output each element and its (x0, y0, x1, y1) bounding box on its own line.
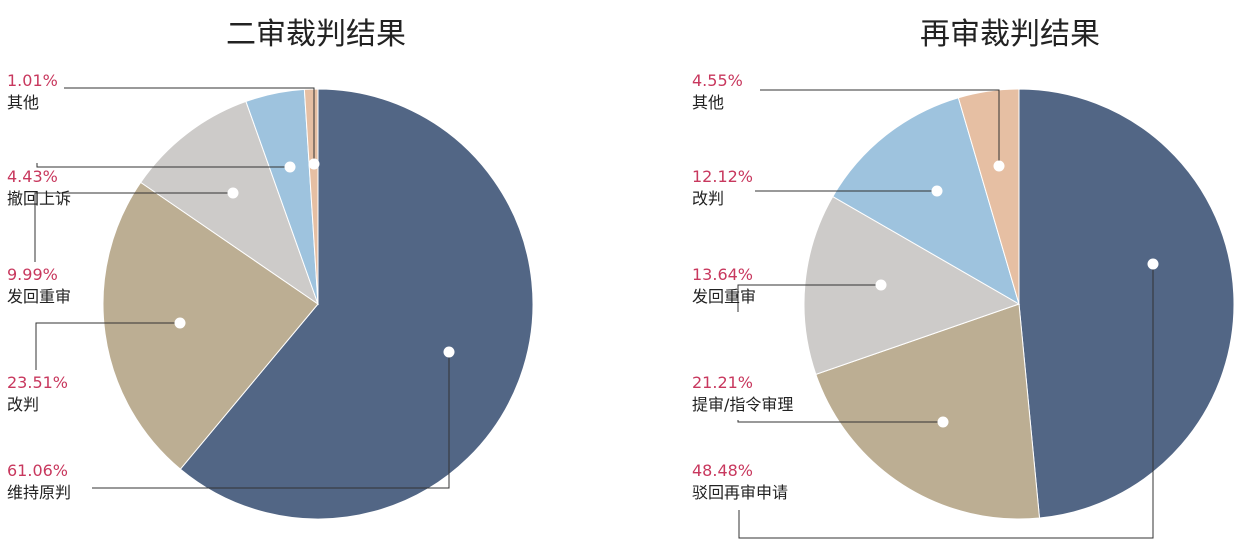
leader-line-0-1 (35, 322, 180, 370)
slice-category-label: 发回重审 (692, 287, 756, 306)
slice-category-label: 提审/指令审理 (692, 395, 793, 414)
slice-marker-0-1 (174, 317, 186, 329)
chart-title-retrial: 再审裁判结果 (920, 17, 1100, 52)
slice-percent-label: 1.01% (7, 71, 58, 90)
slice-marker-1-4 (993, 160, 1005, 172)
pie-slice-1-2 (803, 195, 1021, 376)
slice-marker-1-3 (931, 185, 943, 197)
slice-marker-0-0 (443, 346, 455, 358)
pie-slice-1-4 (957, 88, 1020, 305)
slice-marker-1-2 (875, 279, 887, 291)
pie-slice-1-1 (815, 303, 1041, 520)
slice-percent-label: 4.43% (7, 167, 58, 186)
leader-line-1-4 (760, 89, 1000, 166)
slice-percent-label: 12.12% (692, 167, 753, 186)
chart-title-second-instance: 二审裁判结果 (226, 17, 406, 52)
slice-category-label: 维持原判 (7, 483, 71, 502)
slice-marker-0-3 (284, 161, 296, 173)
pie-slice-0-2 (140, 100, 319, 306)
pie-chart-second-instance: 二审裁判结果 61.06% 维持原判 23.51% 改判 9.99% 发回重审 4.43% 撤… (7, 17, 534, 520)
leader-line-0-3 (36, 163, 290, 168)
slice-marker-0-4 (308, 158, 320, 170)
leader-line-0-4 (64, 87, 315, 164)
slice-percent-label: 23.51% (7, 373, 68, 392)
leader-line-1-0 (738, 264, 1154, 539)
pie-slice-0-0 (179, 88, 534, 520)
slice-marker-0-2 (227, 187, 239, 199)
slice-percent-label: 61.06% (7, 461, 68, 480)
slice-category-label: 驳回再审申请 (692, 483, 788, 502)
slice-category-label: 其他 (692, 93, 724, 112)
slice-percent-label: 48.48% (692, 461, 753, 480)
pie-chart-retrial: 再审裁判结果 48.48% 驳回再审申请 21.21% 提审/指令审理 13.64% 发回… (692, 17, 1235, 539)
pie-slice-0-4 (303, 88, 319, 305)
leader-line-0-2 (34, 192, 233, 262)
slice-percent-label: 9.99% (7, 265, 58, 284)
slice-marker-1-0 (1147, 258, 1159, 270)
slice-category-label: 改判 (7, 395, 39, 414)
pie-slice-0-1 (102, 181, 319, 470)
slice-category-label: 改判 (692, 189, 724, 208)
slice-marker-1-1 (937, 416, 949, 428)
slice-category-label: 其他 (7, 93, 39, 112)
slice-percent-label: 4.55% (692, 71, 743, 90)
pie-slice-1-3 (832, 97, 1020, 306)
slice-percent-label: 21.21% (692, 373, 753, 392)
leader-line-0-0 (92, 352, 450, 489)
pie-slice-1-0 (1018, 88, 1235, 519)
leader-line-1-1 (737, 420, 943, 423)
slice-percent-label: 13.64% (692, 265, 753, 284)
leader-line-1-2 (737, 284, 881, 312)
slice-category-label: 撤回上诉 (7, 189, 71, 208)
slice-category-label: 发回重审 (7, 287, 71, 306)
